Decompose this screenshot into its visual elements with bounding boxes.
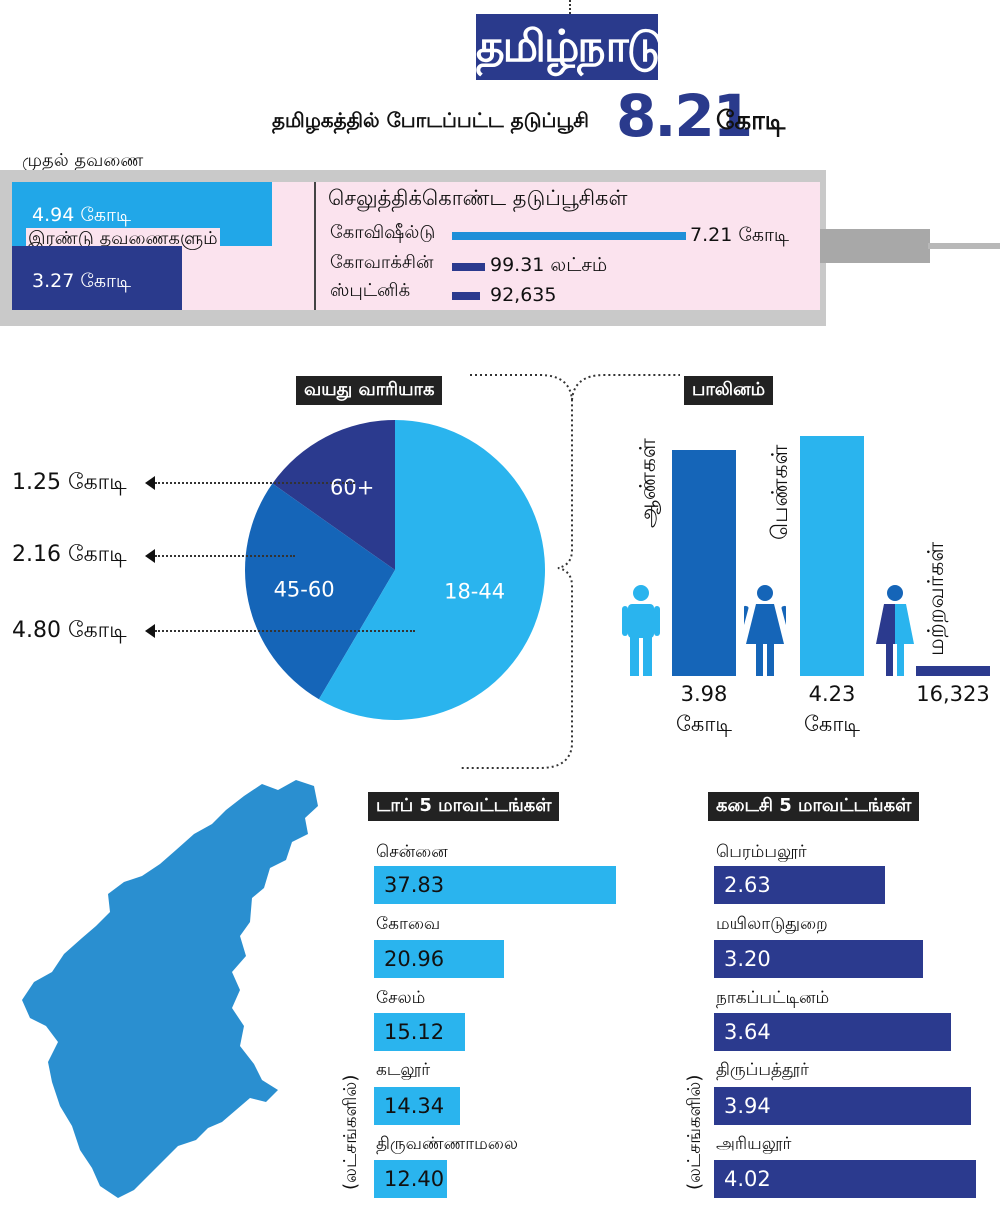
age-leader-line <box>155 630 415 632</box>
age-value-label: 1.25 கோடி <box>12 470 127 495</box>
district-bar: 3.20 <box>714 940 923 978</box>
female-icon <box>744 585 786 676</box>
top5-tag: டாப் 5 மாவட்டங்கள் <box>368 792 560 821</box>
district-name: திருவண்ணாமலை <box>376 1134 518 1154</box>
age-arrow <box>145 624 155 638</box>
syringe-divider <box>314 182 316 310</box>
gender-tag: பாலினம் <box>684 376 774 405</box>
gender-value-unit: கோடி <box>675 712 733 736</box>
district-name: திருப்பத்தூர் <box>716 1060 809 1080</box>
district-bar: 15.12 <box>374 1013 465 1051</box>
vaccine-value: 92,635 <box>490 284 557 306</box>
age-value-label: 4.80 கோடி <box>12 618 127 643</box>
bottom5-tag: கடைசி 5 மாவட்டங்கள் <box>708 792 920 821</box>
total-value: 8.21 <box>616 82 753 150</box>
syringe-hub <box>820 229 930 263</box>
first-dose-value: 4.94 கோடி <box>32 204 132 226</box>
section-brace <box>460 374 680 769</box>
page-title: தமிழ்நாடு <box>476 14 666 80</box>
vaccine-name: கோவாக்சின் <box>330 252 434 273</box>
district-name: கடலூர் <box>376 1060 431 1080</box>
gender-bar <box>800 436 864 676</box>
total-unit: கோடி <box>716 106 786 136</box>
vaccine-value: 7.21 கோடி <box>690 224 790 246</box>
age-leader-line <box>155 555 295 557</box>
male-icon <box>622 585 660 676</box>
gender-value: 16,323 <box>916 682 990 706</box>
gender-label: மற்றவர்கள் <box>924 541 949 656</box>
gender-label: பெண்கள் <box>768 444 793 540</box>
vaccine-bar <box>452 232 686 240</box>
pie-slice-label: 45-60 <box>274 578 335 602</box>
total-line: தமிழகத்தில் போடப்பட்ட தடுப்பூசி 8.21 கோட… <box>250 82 810 152</box>
second-dose-bar: 3.27 கோடி <box>12 246 182 310</box>
gender-bar <box>916 666 990 676</box>
gender-bar <box>672 450 736 676</box>
first-dose-label: முதல் தவணை <box>22 150 144 171</box>
gender-value: 3.98 <box>680 682 728 706</box>
pie-slice-label: 18-44 <box>444 580 505 604</box>
age-tag: வயது வாரியாக <box>296 376 443 405</box>
district-name: பெரம்பலூர் <box>716 842 807 862</box>
district-bar: 3.64 <box>714 1013 951 1051</box>
district-name: சேலம் <box>376 988 426 1008</box>
district-name: மயிலாடுதுறை <box>716 914 828 934</box>
bottom5-unit-label: (லட்சங்களில்) <box>684 1074 705 1190</box>
district-name: கோவை <box>376 914 441 934</box>
district-name: நாகப்பட்டினம் <box>716 988 830 1008</box>
other-gender-icon <box>876 585 914 676</box>
district-name: அரியலூர் <box>716 1134 792 1154</box>
vaccine-bar <box>452 292 480 300</box>
age-leader-line <box>155 482 355 484</box>
gender-value: 4.23 <box>808 682 856 706</box>
district-bar: 37.83 <box>374 866 616 904</box>
pie-slice-label: 60+ <box>330 475 374 499</box>
district-bar: 12.40 <box>374 1160 447 1198</box>
gender-value-unit: கோடி <box>803 712 861 736</box>
vaccines-title: செலுத்திக்கொண்ட தடுப்பூசிகள் <box>328 186 628 210</box>
district-name: சென்னை <box>376 842 448 862</box>
vaccine-value: 99.31 லட்சம் <box>490 254 608 276</box>
pie-slice <box>245 483 395 700</box>
district-bar: 4.02 <box>714 1160 976 1198</box>
second-dose-label: இரண்டு தவணைகளும் <box>26 228 220 251</box>
pie-slice <box>318 420 545 720</box>
vaccine-name: கோவிஷீல்டு <box>330 222 436 243</box>
total-subtitle: தமிழகத்தில் போடப்பட்ட தடுப்பூசி <box>272 108 589 132</box>
vaccine-bar <box>452 263 485 271</box>
age-value-label: 2.16 கோடி <box>12 542 127 567</box>
syringe-needle <box>928 243 1000 249</box>
top5-unit-label: (லட்சங்களில்) <box>340 1074 361 1190</box>
second-dose-value: 3.27 கோடி <box>32 270 132 292</box>
age-arrow <box>145 549 155 563</box>
district-bar: 20.96 <box>374 940 504 978</box>
pie-slice <box>272 420 395 570</box>
district-bar: 14.34 <box>374 1087 460 1125</box>
age-arrow <box>145 476 155 490</box>
district-bar: 2.63 <box>714 866 885 904</box>
age-pie-chart: 60+ 45-60 18-44 <box>245 420 545 720</box>
district-bar: 3.94 <box>714 1087 971 1125</box>
top-connector <box>569 0 571 14</box>
vaccine-name: ஸ்புட்னிக் <box>330 280 411 301</box>
gender-label: ஆண்கள் <box>636 438 661 528</box>
tamil-nadu-map <box>22 780 318 1198</box>
